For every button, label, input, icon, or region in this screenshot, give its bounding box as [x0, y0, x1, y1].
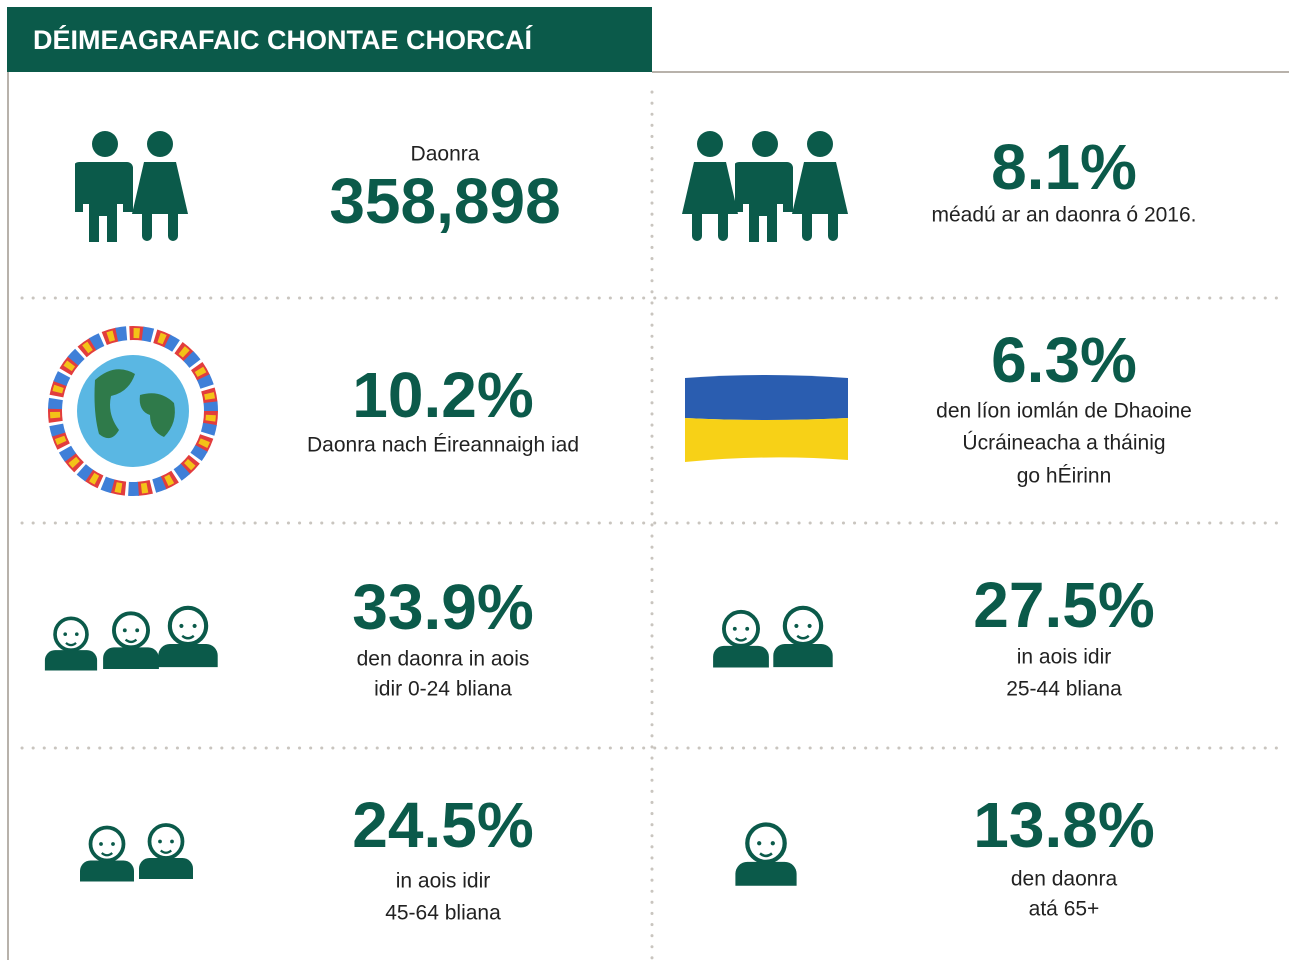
globe-icon — [55, 333, 211, 489]
stat: 358,898 — [329, 165, 560, 237]
stat: 8.1% — [991, 131, 1137, 203]
young-icon — [45, 608, 218, 671]
middle-age-icon — [80, 825, 193, 882]
infographic: DÉIMEAGRAFAIC CHONTAE CHORCAÍ — [0, 0, 1289, 960]
caption: den daonra — [1011, 868, 1118, 891]
stat: 33.9% — [352, 571, 533, 643]
caption: atá 65+ — [1029, 898, 1100, 921]
caption: in aois idir — [1017, 646, 1112, 669]
stat: 10.2% — [352, 359, 533, 431]
caption: méadú ar an daonra ó 2016. — [931, 204, 1196, 227]
caption: 45-64 bliana — [385, 902, 501, 925]
caption: go hÉirinn — [1017, 465, 1112, 488]
caption: idir 0-24 bliana — [374, 678, 512, 701]
page: {"header": {"title": "DÉIMEAGRAFAIC CHON… — [0, 0, 1289, 960]
caption: Úcráineacha a tháinig — [962, 432, 1165, 455]
stat: 24.5% — [352, 789, 533, 861]
adult-icon — [713, 608, 833, 668]
label: Daonra — [411, 143, 480, 166]
caption: 25-44 bliana — [1006, 678, 1122, 701]
header-title: DÉIMEAGRAFAIC CHONTAE CHORCAÍ — [33, 24, 533, 55]
stat: 27.5% — [973, 569, 1154, 641]
senior-icon — [735, 825, 796, 886]
population-icon — [73, 131, 188, 251]
caption: Daonra nach Éireannaigh iad — [307, 434, 579, 457]
caption: in aois idir — [396, 870, 491, 893]
stat: 6.3% — [991, 324, 1137, 396]
growth-icon — [682, 131, 848, 251]
stat: 13.8% — [973, 789, 1154, 861]
caption: den líon iomlán de Dhaoine — [936, 400, 1192, 423]
caption: den daonra in aois — [357, 648, 530, 671]
ukraine-flag — [685, 375, 848, 462]
